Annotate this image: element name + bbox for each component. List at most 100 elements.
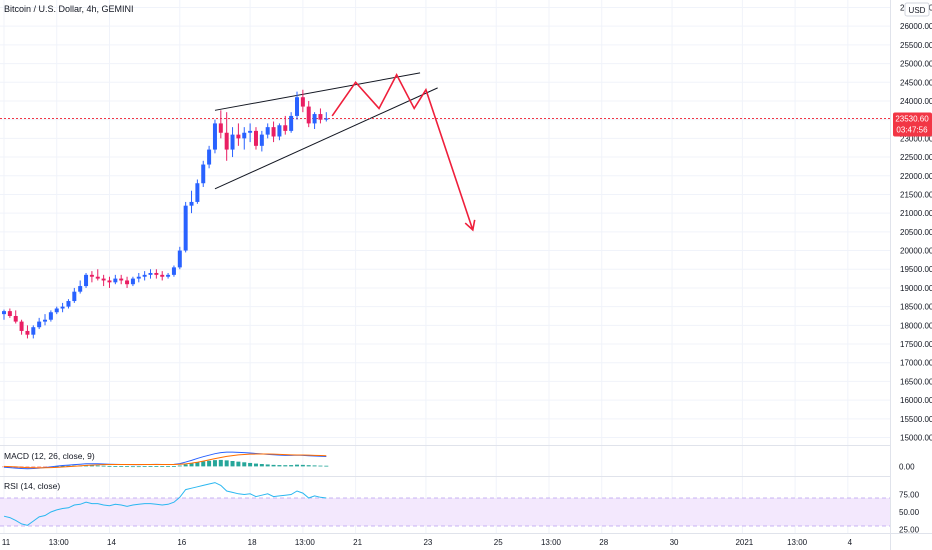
candle [300,89,305,113]
candle-body [2,311,6,315]
macd-signal-line [3,453,327,469]
macd-bar [218,459,223,467]
candle [177,246,182,270]
time-tick-label: 13:00 [49,538,70,547]
candle [7,308,12,318]
price-tick-label: 16000.00 [900,396,932,405]
candle [66,299,71,309]
macd-bar [236,461,241,467]
candle-body [283,125,288,131]
time-tick-label: 30 [670,538,679,547]
macd-bar [300,464,305,467]
price-tick-label: 16500.00 [900,377,932,386]
price-tick-label: 22000.00 [900,172,932,181]
macd-bar [289,465,294,467]
candle [295,91,299,120]
price-tick-label: 22500.00 [900,153,932,162]
time-axis[interactable]: 11 13:00 14 16 18 13:00 21 23 25 13:00 28 30 2021 13:… [2,538,853,547]
price-projection-drawing[interactable] [331,73,474,231]
candle-body [224,132,229,150]
candle [324,112,329,122]
candle-body [300,97,305,107]
price-tick-label: 25000.00 [900,60,932,69]
macd-bar [154,466,159,467]
candle [171,265,176,277]
last-price-value: 23530.60 [895,115,929,124]
candle [277,123,282,141]
candle-body [212,123,217,150]
candle-body [154,272,159,275]
candle [72,287,77,303]
wedge-upper-line[interactable] [214,72,421,111]
candle-body [277,125,282,137]
candle [148,269,153,279]
candle [154,269,159,279]
rsi-pane[interactable]: RSI (14, close) [0,481,890,527]
currency-label[interactable]: USD [904,2,930,17]
price-pane[interactable]: Bitcoin / U.S. Dollar, 4h, GEMINI [0,0,890,533]
time-tick-label: 2021 [735,538,753,547]
candle [2,309,6,320]
candle-body [248,130,253,133]
macd-bar [224,460,229,467]
macd-bar [324,465,329,467]
candle-body [259,134,264,146]
macd-bar [43,466,48,468]
macd-bar [253,463,258,467]
arrowhead [464,219,476,232]
rsi-axis: 75.00 50.00 25.00 [899,491,920,535]
macd-bar [295,464,299,467]
candle-body [189,201,194,206]
macd-bar [107,465,112,467]
price-tick-label: 18500.00 [900,303,932,312]
macd-bar [89,465,94,467]
macd-bar [113,466,118,467]
price-tick-label: 17000.00 [900,359,932,368]
macd-pane[interactable]: MACD (12, 26, close, 9) [2,451,329,470]
candle [271,121,276,143]
candle [242,127,247,150]
candle [125,276,130,288]
candle [236,123,241,146]
time-tick-label: 25 [494,538,503,547]
projection-arrowhead [464,219,476,232]
candle-body [125,280,130,285]
candle-body [318,114,323,120]
candle [195,179,200,204]
candle [54,306,59,315]
candle-body [119,278,124,281]
macd-bar [136,466,141,468]
macd-bar [207,460,212,467]
rising-wedge-drawing[interactable] [214,72,438,190]
time-tick-label: 28 [599,538,608,547]
candle [183,201,188,253]
candle-body [72,291,77,302]
rsi-line [3,482,327,526]
price-tick-label: 24500.00 [900,78,932,87]
macd-bar [283,465,288,467]
wedge-lower-line[interactable] [214,87,438,190]
candle [136,272,141,283]
macd-bar [195,462,200,467]
macd-bar [183,464,188,467]
candle-body [207,149,212,165]
price-tick-label: 19000.00 [900,284,932,293]
candle-body [89,274,94,277]
price-tick-label: 18000.00 [900,321,932,330]
candle [25,325,30,339]
candle [78,280,83,294]
candle-body [265,127,270,135]
candle-body [25,330,30,335]
candle [142,271,147,281]
candles [2,89,329,339]
macd-bar [248,462,253,467]
candle [312,112,317,130]
candle [318,108,323,124]
macd-bar [142,466,147,468]
candle [201,160,206,187]
candle [189,190,194,214]
macd-bar [242,462,247,467]
candle [101,274,106,287]
